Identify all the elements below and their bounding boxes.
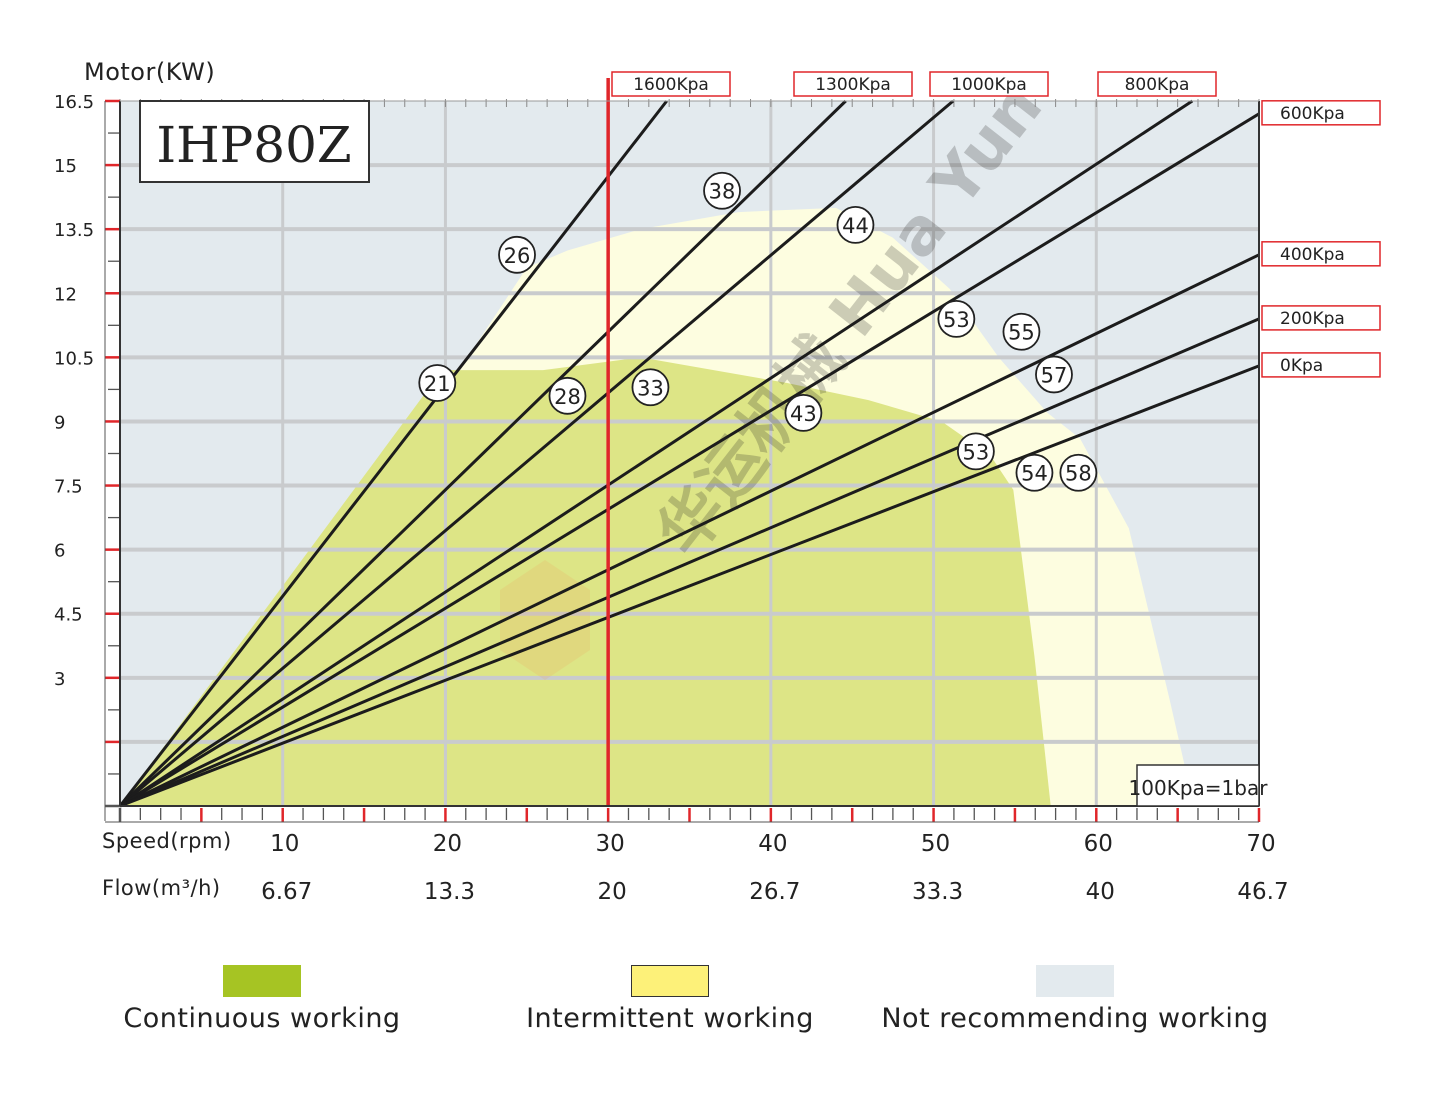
y-tick-label: 3	[54, 669, 65, 690]
pressure-tag-box	[1097, 71, 1217, 97]
pressure-tag-box	[1261, 352, 1381, 378]
y-tick-label: 6	[54, 541, 65, 562]
legend-item: Not recommending working	[875, 965, 1275, 1045]
efficiency-circle	[836, 206, 875, 244]
efficiency-circle	[956, 432, 995, 471]
efficiency-circle	[937, 300, 976, 338]
y-tick-label: 10.5	[54, 348, 94, 369]
efficiency-circle	[418, 364, 457, 402]
efficiency-label: 43	[790, 402, 817, 426]
x-tick-label: 40	[758, 831, 787, 857]
efficiency-label: 55	[1008, 321, 1035, 345]
efficiency-circle	[1059, 453, 1098, 492]
pressure-line-800kpa	[119, 99, 1194, 808]
legend-swatch	[223, 965, 301, 997]
efficiency-circle	[1015, 453, 1054, 492]
x-tick-label: 20	[433, 831, 462, 857]
legend-item: Intermittent working	[470, 965, 870, 1045]
pressure-tag-box	[1261, 241, 1381, 267]
flow-tick-label: 33.3	[912, 879, 963, 905]
pressure-tag-label: 600Kpa	[1280, 104, 1345, 124]
model-title: IHP80Z	[156, 116, 351, 174]
pressure-tag-label: 1000Kpa	[951, 75, 1027, 95]
flow-tick-label: 13.3	[424, 879, 475, 905]
efficiency-circle	[784, 394, 823, 432]
flow-tick-label: 26.7	[749, 879, 800, 905]
flow-tick-label: 20	[598, 879, 627, 905]
y-tick-label: 7.5	[54, 477, 83, 498]
x-tick-label: 30	[596, 831, 625, 857]
y-tick-label: 13.5	[54, 220, 94, 241]
pressure-line-600kpa	[119, 112, 1260, 808]
x-tick-label: 60	[1084, 831, 1113, 857]
x-axis-title: Speed(rpm)	[102, 829, 232, 853]
efficiency-label: 54	[1021, 462, 1048, 486]
efficiency-circle	[1002, 312, 1041, 351]
efficiency-label: 53	[963, 440, 990, 464]
pressure-line-0kpa	[119, 364, 1260, 808]
flow-tick-label: 46.7	[1237, 879, 1288, 905]
note-text: 100Kpa=1bar	[1129, 776, 1269, 800]
efficiency-label: 33	[637, 376, 664, 400]
legend-item: Continuous working	[62, 965, 462, 1045]
legend-swatch	[1036, 965, 1114, 997]
efficiency-circle	[1035, 355, 1073, 394]
efficiency-circle	[548, 376, 587, 415]
efficiency-label: 38	[709, 180, 736, 204]
pressure-tag-label: 1600Kpa	[633, 75, 709, 95]
efficiency-circle	[498, 235, 536, 274]
pressure-tag-label: 800Kpa	[1125, 75, 1190, 95]
pressure-tag-box	[929, 71, 1049, 97]
efficiency-label: 28	[554, 385, 581, 409]
note-box	[1136, 764, 1260, 807]
pressure-tag-box	[793, 71, 913, 97]
legend-label: Not recommending working	[881, 1003, 1269, 1034]
flow-tick-label: 40	[1086, 879, 1115, 905]
y-tick-label: 9	[54, 412, 65, 433]
x-tick-label: 50	[921, 831, 950, 857]
flow-tick-label: 6.67	[261, 879, 312, 905]
x-tick-label: 70	[1246, 831, 1275, 857]
model-box	[139, 100, 370, 183]
y-tick-label: 4.5	[54, 605, 83, 626]
efficiency-label: 57	[1041, 363, 1068, 387]
efficiency-label: 21	[424, 372, 451, 396]
pressure-line-1000kpa	[119, 99, 955, 808]
pressure-tag-box	[1261, 305, 1381, 331]
pressure-tag-box	[1261, 100, 1381, 126]
pressure-tag-label: 200Kpa	[1280, 309, 1345, 329]
pressure-line-1300kpa	[118, 99, 847, 808]
efficiency-circle	[631, 368, 670, 407]
pressure-line-400kpa	[119, 253, 1260, 808]
y-tick-label: 16.5	[54, 92, 94, 113]
pressure-tag-label: 400Kpa	[1280, 245, 1345, 265]
efficiency-label: 44	[842, 214, 869, 238]
x-tick-label: 10	[270, 831, 299, 857]
pressure-tag-label: 0Kpa	[1280, 356, 1323, 376]
pressure-line-1600kpa	[118, 100, 668, 807]
efficiency-label: 26	[504, 244, 531, 268]
y-tick-label: 12	[54, 284, 77, 305]
efficiency-label: 58	[1065, 462, 1092, 486]
pressure-tag-box	[611, 71, 731, 97]
pressure-line-200kpa	[119, 317, 1260, 808]
efficiency-circle	[703, 171, 741, 210]
y-axis-title: Motor(KW)	[84, 58, 215, 86]
legend-label: Continuous working	[123, 1003, 401, 1034]
flow-axis-title: Flow(m³/h)	[102, 876, 221, 900]
pressure-tag-label: 1300Kpa	[815, 75, 891, 95]
legend-label: Intermittent working	[526, 1003, 814, 1034]
efficiency-label: 53	[943, 308, 970, 332]
y-tick-label: 15	[54, 156, 77, 177]
legend-swatch	[631, 965, 709, 997]
